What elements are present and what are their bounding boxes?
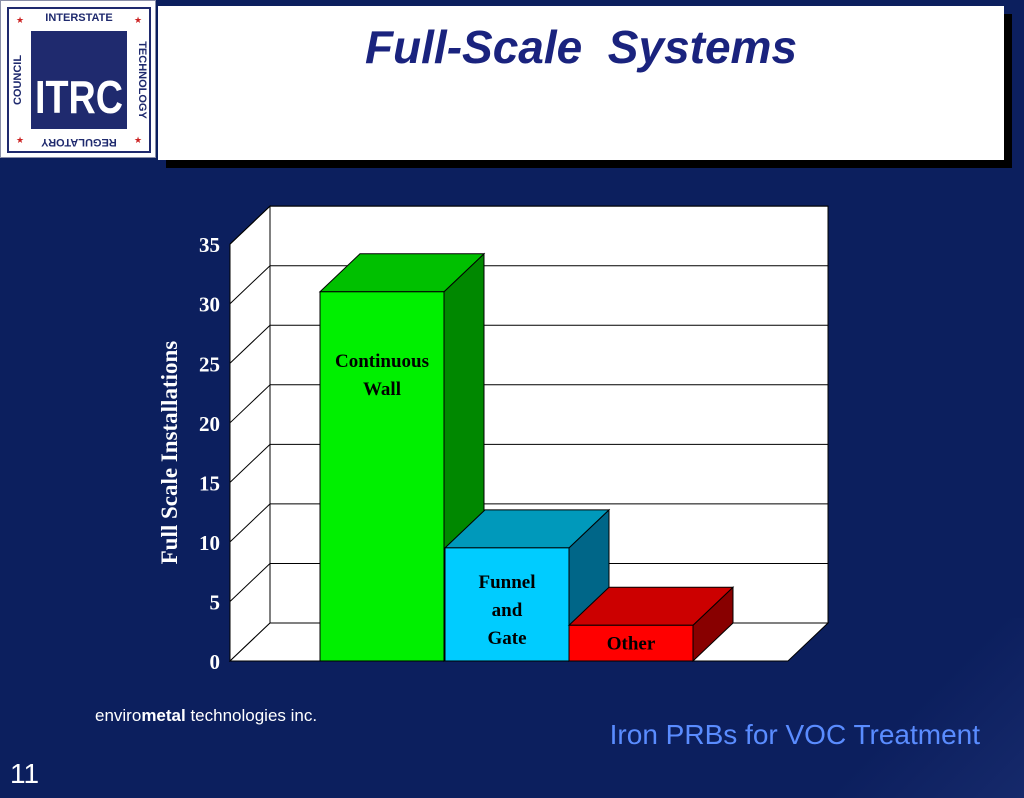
slide-number: 11 bbox=[10, 758, 40, 789]
footer-tagline: Iron PRBs for VOC Treatment bbox=[609, 719, 980, 750]
title-panel: Full-Scale Systems bbox=[158, 6, 1004, 160]
y-tick-label: 25 bbox=[199, 352, 220, 376]
logo-star-icon: ★ bbox=[134, 15, 142, 25]
logo-text-bottom: REGULATORY bbox=[41, 136, 117, 148]
category-label-line: Continuous bbox=[335, 351, 429, 372]
y-axis-label: Full Scale Installations bbox=[157, 341, 182, 565]
page-title: Full-Scale Systems bbox=[364, 21, 798, 73]
logo-text-top: INTERSTATE bbox=[45, 12, 112, 24]
gridline-side bbox=[229, 563, 271, 602]
y-tick-label: 20 bbox=[199, 412, 220, 436]
logo-star-icon: ★ bbox=[134, 135, 142, 145]
gridline-side bbox=[229, 384, 271, 424]
y-tick-label: 30 bbox=[199, 293, 220, 317]
y-tick-label: 5 bbox=[210, 590, 221, 614]
gridline-side bbox=[229, 205, 271, 245]
category-label-line: Funnel bbox=[478, 572, 535, 593]
bar bbox=[568, 624, 694, 662]
y-tick-label: 35 bbox=[199, 233, 220, 257]
gridline-side bbox=[229, 503, 271, 543]
credit-suffix: technologies inc. bbox=[185, 706, 318, 725]
category-label: Continuous Wall bbox=[335, 351, 429, 400]
background-decoration bbox=[804, 618, 1024, 798]
logo-mark: ITRC bbox=[35, 71, 123, 123]
category-label-line: and bbox=[492, 600, 523, 621]
credit-bold: metal bbox=[141, 706, 186, 725]
footer-credit: envirometal technologies inc. bbox=[95, 706, 317, 726]
category-label-line: Other bbox=[607, 633, 656, 654]
y-tick-label: 15 bbox=[199, 471, 220, 495]
itrc-logo-graphic: INTERSTATE REGULATORY COUNCIL TECHNOLOGY… bbox=[7, 7, 151, 153]
category-label-line: Wall bbox=[363, 379, 401, 400]
gridline-side bbox=[229, 324, 271, 364]
logo-text-left: COUNCIL bbox=[12, 55, 24, 105]
gridline-side bbox=[229, 265, 271, 305]
y-tick-label: 0 bbox=[210, 650, 221, 674]
gridline-side bbox=[229, 443, 271, 483]
credit-prefix: enviro bbox=[95, 706, 142, 725]
bar bbox=[444, 547, 570, 662]
itrc-logo: INTERSTATE REGULATORY COUNCIL TECHNOLOGY… bbox=[0, 0, 156, 158]
logo-star-icon: ★ bbox=[16, 135, 24, 145]
logo-star-icon: ★ bbox=[16, 15, 24, 25]
chart-side-wall bbox=[229, 204, 271, 663]
y-tick-label: 10 bbox=[199, 531, 220, 555]
category-label-line: Gate bbox=[487, 628, 526, 649]
category-label: Funnel and Gate bbox=[478, 572, 535, 649]
logo-text-right: TECHNOLOGY bbox=[136, 41, 148, 119]
bar bbox=[319, 291, 445, 662]
category-label: Other bbox=[607, 633, 656, 654]
